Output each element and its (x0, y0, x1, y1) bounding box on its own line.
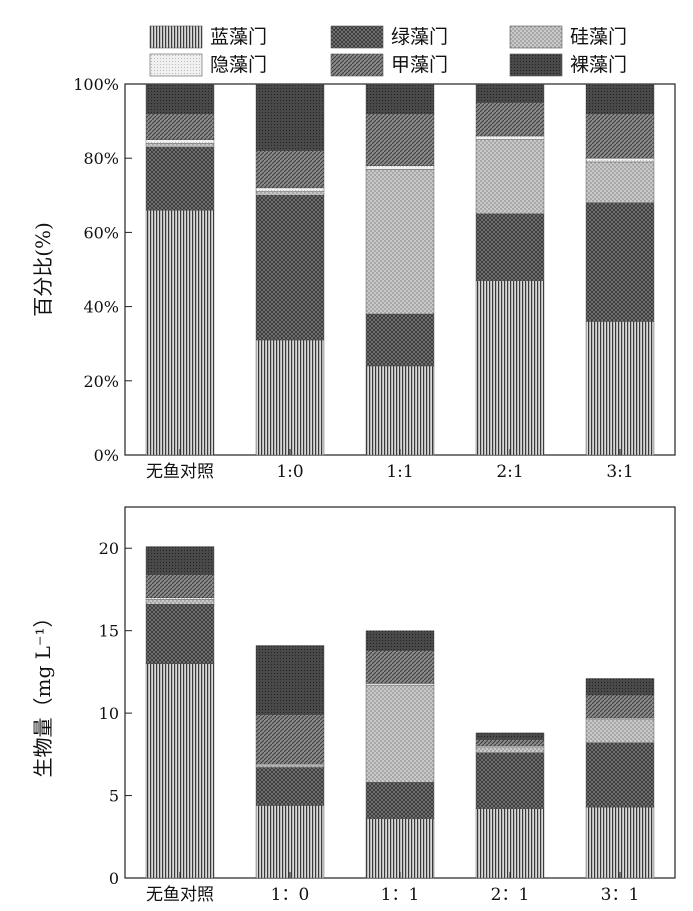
y-tick-label-1-3: 15 (99, 622, 119, 641)
chart-biomass: 0 5 10 15 20 无鱼对照 1：0 1：1 2：1 3：1 生物量（mg L⁻¹） (31, 507, 675, 905)
bar-1-3-2 (476, 748, 544, 753)
y-tick-label-1-0: 0 (109, 869, 119, 888)
legend-label-3: 隐藻门 (210, 54, 267, 76)
bar-1-2-1 (366, 782, 434, 818)
legend-swatch-5 (510, 54, 562, 76)
bar-0-1-3 (256, 188, 324, 192)
bar-0-3-0 (476, 281, 544, 455)
x-tick-label-0-4: 3:1 (606, 462, 633, 482)
bar-1-1-1 (256, 768, 324, 806)
bar-0-3-5 (476, 84, 544, 103)
bar-0-0-3 (146, 140, 214, 144)
bar-1-2-3 (366, 683, 434, 685)
x-tick-label-1-3: 2：1 (491, 885, 530, 905)
bar-1-0-0 (146, 664, 214, 878)
bar-0-0-0 (146, 210, 214, 455)
y-tick-label-0-3: 60% (83, 223, 119, 242)
bar-1-3-4 (476, 739, 544, 746)
bar-1-0-5 (146, 547, 214, 575)
legend-label-1: 绿藻门 (391, 26, 448, 48)
bar-1-1-3 (256, 764, 324, 766)
legend-swatch-2 (510, 26, 562, 48)
bar-0-1-5 (256, 84, 324, 151)
bar-1-1-5 (256, 646, 324, 715)
bar-1-0-3 (146, 598, 214, 600)
y-tick-label-1-1: 5 (109, 787, 119, 806)
y-axis-label-0: 百分比(%) (31, 222, 55, 317)
bar-0-4-3 (586, 158, 654, 162)
bar-1-4-0 (586, 807, 654, 878)
bar-1-1-0 (256, 805, 324, 878)
x-tick-label-0-0: 无鱼对照 (146, 462, 214, 482)
bar-1-3-5 (476, 733, 544, 740)
y-tick-label-0-0: 0% (94, 446, 119, 465)
legend-label-5: 裸藻门 (570, 54, 627, 76)
bar-0-4-5 (586, 84, 654, 114)
bar-0-0-4 (146, 114, 214, 140)
bar-0-1-1 (256, 195, 324, 340)
legend-swatch-3 (150, 54, 202, 76)
bar-0-4-1 (586, 203, 654, 322)
bar-0-3-2 (476, 140, 544, 214)
x-tick-label-1-0: 无鱼对照 (146, 885, 214, 905)
bar-1-3-1 (476, 753, 544, 809)
bar-1-0-2 (146, 599, 214, 604)
x-tick-label-0-2: 1:1 (386, 462, 413, 482)
bar-0-0-5 (146, 84, 214, 114)
y-tick-label-1-4: 20 (99, 539, 119, 558)
y-tick-label-0-4: 80% (83, 149, 119, 168)
y-tick-label-0-5: 100% (73, 75, 119, 94)
bar-0-2-1 (366, 314, 434, 366)
legend-label-0: 蓝藻门 (210, 26, 267, 48)
bar-1-4-1 (586, 743, 654, 807)
y-tick-label-0-2: 40% (83, 298, 119, 317)
legend-swatch-1 (331, 26, 383, 48)
bar-1-2-4 (366, 650, 434, 683)
x-tick-label-0-1: 1:0 (276, 462, 303, 482)
bar-0-0-2 (146, 143, 214, 147)
bar-0-4-4 (586, 114, 654, 159)
bar-0-3-3 (476, 136, 544, 140)
bar-0-2-5 (366, 84, 434, 114)
bar-0-1-4 (256, 151, 324, 188)
bar-1-3-0 (476, 809, 544, 878)
bar-0-3-1 (476, 214, 544, 281)
legend-label-4: 甲藻门 (391, 54, 448, 76)
bar-0-1-2 (256, 192, 324, 196)
bar-0-2-0 (366, 366, 434, 455)
bar-1-0-1 (146, 604, 214, 663)
bar-1-4-4 (586, 695, 654, 718)
bar-0-0-1 (146, 147, 214, 210)
legend-label-2: 硅藻门 (570, 26, 627, 48)
legend-swatch-0 (150, 26, 202, 48)
bar-0-3-4 (476, 103, 544, 136)
bar-0-2-2 (366, 169, 434, 314)
bar-1-2-5 (366, 631, 434, 651)
bar-0-4-2 (586, 162, 654, 203)
bar-0-4-0 (586, 321, 654, 455)
legend-swatch-4 (331, 54, 383, 76)
y-tick-label-1-2: 10 (99, 704, 119, 723)
bar-1-4-2 (586, 720, 654, 743)
bar-0-1-0 (256, 340, 324, 455)
bar-1-3-3 (476, 746, 544, 748)
bar-1-1-4 (256, 715, 324, 764)
x-tick-label-1-4: 3：1 (601, 885, 640, 905)
bar-0-2-3 (366, 166, 434, 170)
bar-1-2-2 (366, 685, 434, 782)
y-axis-label-1: 生物量（mg L⁻¹） (31, 608, 55, 778)
bar-1-1-2 (256, 766, 324, 768)
bar-0-2-4 (366, 114, 434, 166)
bar-1-4-5 (586, 678, 654, 694)
bar-1-4-3 (586, 718, 654, 720)
x-tick-label-0-3: 2:1 (496, 462, 523, 482)
bar-1-0-4 (146, 575, 214, 598)
y-tick-label-0-1: 20% (83, 372, 119, 391)
legend: 蓝藻门 绿藻门 硅藻门隐藻门 甲藻门 裸藻门 (150, 26, 627, 76)
x-tick-label-1-2: 1：1 (381, 885, 420, 905)
chart-percentage: 0% 20% 40% 60% 80% 100% 无鱼对照 1:0 1:1 2:1 3:1 百分比(%) (31, 75, 675, 482)
bar-1-2-0 (366, 819, 434, 878)
x-tick-label-1-1: 1：0 (271, 885, 310, 905)
